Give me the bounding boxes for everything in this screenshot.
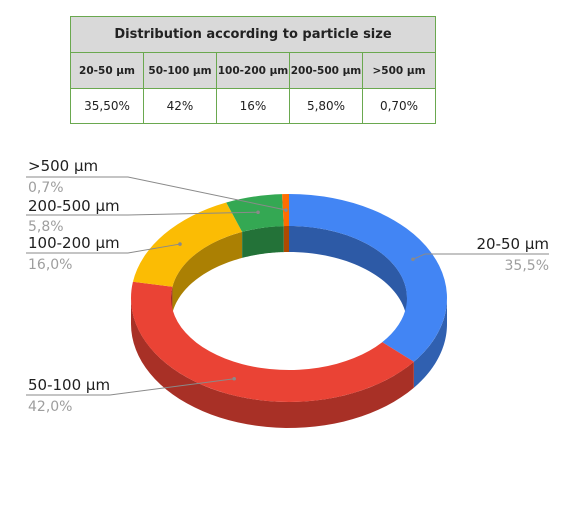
leader-line [26, 243, 181, 254]
table-cell: 35,50% [70, 88, 144, 124]
slice-inner-wall [172, 231, 243, 313]
slice-label-value: 42,0% [28, 399, 72, 415]
leader-line [26, 176, 287, 211]
distribution-table: Distribution according to particle size … [70, 16, 436, 124]
slice-label-value: 0,7% [28, 180, 64, 196]
slice-label-name: 200-500 µm [28, 197, 120, 215]
slice-outer-wall [131, 298, 414, 428]
slice-inner-wall [242, 226, 284, 258]
donut-slice [132, 202, 243, 287]
donut-slice [289, 194, 447, 362]
leader-dot [256, 210, 260, 215]
table-cell: 0,70% [362, 88, 436, 124]
donut-side-walls [131, 226, 447, 428]
slice-outer-wall [413, 298, 447, 388]
leader-dot [284, 208, 288, 212]
table-header: 100-200 µm [216, 52, 290, 89]
table-cell: 42% [143, 88, 217, 124]
slice-label-value: 35,5% [505, 258, 549, 274]
leader-dot [232, 376, 236, 381]
leader-line [26, 211, 259, 216]
leader-dot [411, 257, 415, 262]
slice-labels: 20-50 µm 35,5% 50-100 µm 42,0% 100-200 µm 16,… [26, 157, 549, 415]
donut-top-layer [130, 194, 447, 402]
slice-label-value: 16,0% [28, 257, 72, 273]
slice-label-name: 50-100 µm [28, 376, 110, 394]
slice-inner-wall [283, 226, 289, 253]
slice-label-name: >500 µm [28, 157, 98, 175]
table-header: >500 µm [362, 52, 436, 89]
leader-line [26, 378, 235, 396]
slice-label-name: 20-50 µm [476, 235, 549, 253]
slice-label-name: 100-200 µm [28, 234, 120, 252]
donut-slice [226, 194, 284, 232]
leader-line [412, 253, 549, 260]
table-cell: 5,80% [289, 88, 363, 124]
slice-label-value: 5,8% [28, 219, 64, 235]
leader-dot [178, 242, 182, 246]
donut-slice [130, 281, 414, 402]
slice-inner-wall [289, 226, 407, 324]
